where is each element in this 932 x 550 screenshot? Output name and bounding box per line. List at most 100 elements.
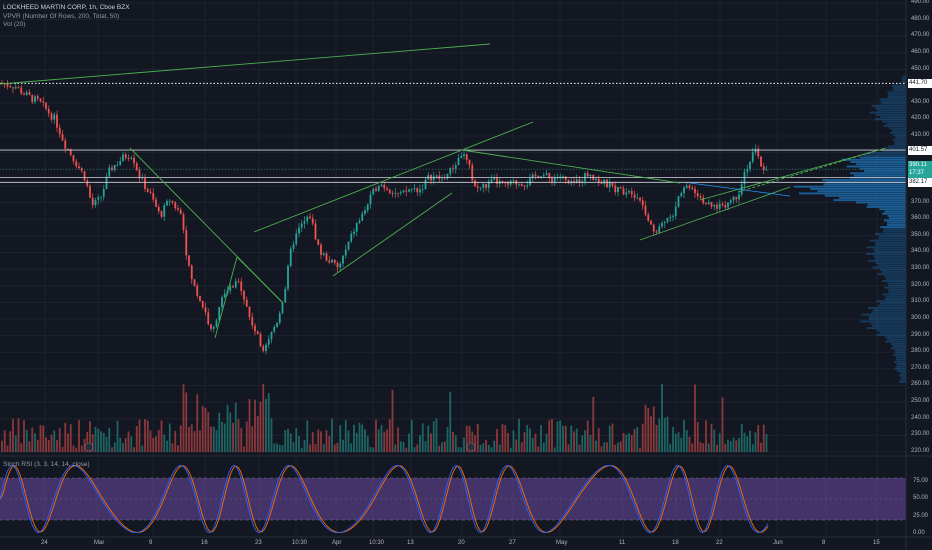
vpvr-row — [879, 208, 906, 211]
vpvr-row — [860, 156, 906, 159]
vpvr-row — [874, 250, 906, 253]
candle-body — [531, 174, 534, 179]
volume-bar — [276, 443, 278, 452]
vpvr-row — [893, 134, 906, 137]
candle-body — [416, 188, 419, 193]
candle-body — [674, 206, 677, 216]
candle-body — [369, 194, 372, 205]
volume-bar — [344, 420, 347, 452]
price-tick-label: 330.00 — [911, 265, 930, 272]
candle-body — [757, 148, 760, 157]
price-tick-label: 410.00 — [911, 132, 930, 139]
price-tick-label: 270.00 — [911, 364, 930, 371]
stoch-tick-label: 0.00 — [913, 530, 925, 536]
time-tick-label: Mar — [94, 540, 105, 546]
volume-bar — [163, 434, 166, 452]
candle-body — [273, 327, 276, 332]
candle-body — [564, 176, 567, 180]
volume-bar — [405, 447, 408, 452]
volume-bar — [193, 431, 196, 452]
volume-bar — [369, 446, 372, 452]
vpvr-row — [883, 228, 906, 231]
volume-bar — [518, 418, 520, 452]
vpvr-row — [869, 111, 906, 114]
candle-body — [251, 317, 254, 326]
candle-body — [320, 244, 322, 255]
candle-body — [562, 176, 564, 178]
vpvr-row — [876, 333, 906, 336]
candle-body — [419, 189, 421, 193]
volume-bar — [507, 432, 509, 452]
trend-lines[interactable] — [0, 43, 887, 339]
vpvr-label[interactable]: VPVR (Number Of Rows, 200, Total, 50) — [3, 13, 120, 20]
vpvr-row — [864, 154, 906, 157]
candle-body — [240, 281, 243, 292]
candle-body — [523, 185, 526, 187]
volume-bar — [589, 435, 592, 452]
volume-bar — [625, 434, 628, 452]
candle-body — [94, 199, 97, 206]
time-tick-label: 24 — [41, 540, 48, 546]
candle-body — [61, 134, 64, 141]
vpvr-row — [885, 277, 906, 280]
vpvr-row — [871, 104, 906, 107]
volume-bar — [493, 440, 496, 452]
candle-body — [372, 188, 375, 195]
volume-bar — [647, 408, 650, 452]
candle-body — [196, 285, 199, 296]
candle-body — [713, 204, 716, 207]
candle-body — [600, 182, 603, 184]
volume-bar — [650, 416, 652, 452]
volume-bar — [685, 430, 688, 452]
candle-body — [80, 168, 83, 172]
candle-body — [672, 215, 674, 217]
stoch-rsi-label[interactable]: Stoch RSI (3, 3, 14, 14, close) — [3, 461, 90, 468]
volume-bar — [672, 426, 674, 452]
candle-body — [732, 196, 735, 201]
candle-body — [501, 181, 504, 183]
volume-bar — [218, 412, 221, 452]
volume-bar — [237, 419, 240, 452]
volume-bar — [144, 419, 146, 452]
price-tick-label: 430.00 — [911, 98, 930, 105]
volume-bar — [64, 422, 67, 452]
candle-body — [410, 189, 413, 190]
price-tick-label: 370.00 — [911, 198, 930, 205]
vpvr-row — [886, 147, 906, 150]
volume-bar — [166, 440, 168, 452]
volume-bar — [375, 419, 377, 452]
vpvr-row — [846, 165, 906, 168]
vpvr-row — [879, 98, 906, 101]
volume-bar — [210, 426, 212, 452]
candle-body — [696, 193, 699, 197]
candle-body — [182, 214, 185, 230]
candle-body — [130, 157, 133, 159]
candle-body — [540, 176, 542, 178]
vpvr-row — [900, 372, 906, 375]
vpvr-row — [870, 322, 906, 325]
candle-body — [171, 200, 174, 203]
stoch-rsi-panel — [0, 455, 932, 534]
candle-body — [152, 192, 155, 200]
vpvr-row — [873, 248, 906, 251]
time-tick-label: 20 — [458, 540, 465, 546]
price-tick-label: 280.00 — [911, 348, 930, 355]
volume-bar — [9, 431, 12, 452]
volume-bar — [432, 421, 435, 452]
price-tick-label: 220.00 — [911, 448, 930, 454]
vpvr-row — [875, 257, 906, 260]
vpvr-row — [877, 109, 906, 112]
volume-bar — [80, 445, 83, 452]
price-tick-label: 340.00 — [911, 248, 930, 255]
volume-label[interactable]: Vol (20) — [3, 21, 26, 28]
price-tick-label: 230.00 — [911, 431, 930, 438]
volume-bar — [457, 447, 460, 452]
trendline-breakout-dashed — [737, 147, 887, 193]
vpvr-row — [833, 199, 906, 202]
volume-bar — [490, 447, 493, 452]
candle-body — [526, 185, 529, 187]
trendline-breakout — [699, 147, 887, 201]
volume-bar — [72, 445, 75, 452]
volume-bar — [592, 396, 595, 452]
